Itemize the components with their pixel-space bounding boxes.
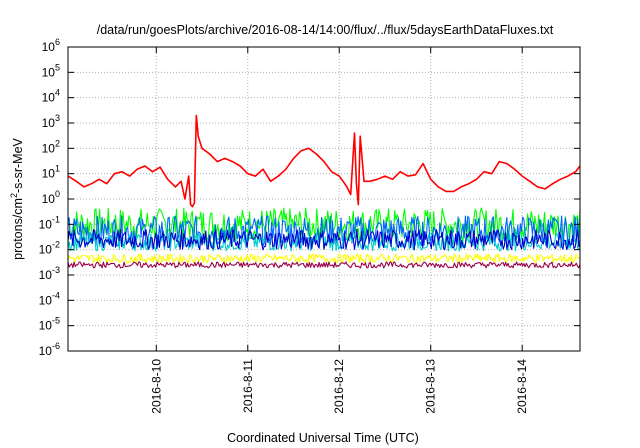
y-tick-label: 10-1	[39, 214, 60, 231]
chart-title: /data/run/goesPlots/archive/2016-08-14/1…	[97, 23, 554, 37]
y-tick-label: 101	[42, 164, 60, 181]
y-axis-label-main: protons/cm	[11, 198, 25, 260]
y-tick-label: 105	[42, 62, 60, 79]
y-tick-label: 106	[42, 37, 60, 54]
x-tick-label: 2016-8-12	[332, 359, 346, 414]
x-tick-label: 2016-8-14	[515, 359, 529, 414]
x-axis-label: Coordinated Universal Time (UTC)	[227, 431, 419, 445]
x-tick-label: 2016-8-13	[424, 359, 438, 414]
y-tick-label: 10-2	[39, 240, 60, 257]
y-tick-label: 102	[42, 138, 60, 155]
y-tick-label: 10-6	[39, 341, 60, 358]
y-tick-label: 103	[42, 113, 60, 130]
y-axis-ticks: 10-6 10-5 10-4 10-3 10-2 10-1 100 101 102 103 104 1…	[39, 37, 580, 358]
y-tick-label: 10-5	[39, 316, 60, 333]
y-tick-label: 104	[42, 88, 60, 105]
series-line-5	[67, 253, 581, 264]
series-line-4	[67, 228, 581, 251]
y-axis-label-tail: -s-sr-MeV	[11, 137, 25, 193]
y-axis-label: protons/cm2-s-sr-MeV	[9, 137, 25, 259]
y-tick-label: 10-3	[39, 265, 60, 282]
series-line-0	[67, 114, 581, 208]
series-line-2	[67, 215, 581, 247]
series-lines	[67, 114, 581, 269]
y-axis-label-sup: 2	[9, 193, 19, 198]
x-axis-ticks: 2016-8-10 2016-8-11 2016-8-12 2016-8-13 2016…	[149, 47, 529, 414]
series-line-6	[67, 261, 581, 269]
x-tick-label: 2016-8-10	[149, 359, 163, 414]
y-tick-label: 100	[42, 189, 60, 206]
y-tick-label: 10-4	[39, 290, 60, 307]
grid-lines	[68, 46, 580, 352]
x-tick-label: 2016-8-11	[241, 359, 255, 413]
